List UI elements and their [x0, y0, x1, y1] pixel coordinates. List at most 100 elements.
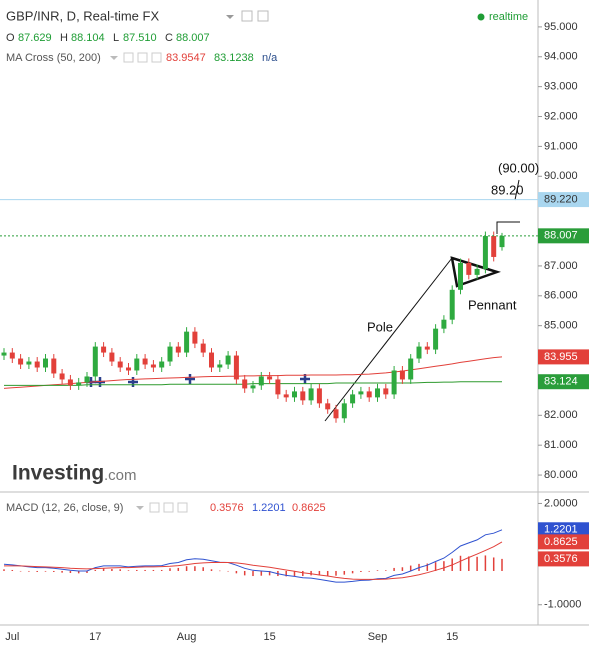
dropdown-icon[interactable]: [110, 56, 118, 60]
candle-body: [67, 379, 73, 386]
histogram-bar: [144, 569, 146, 571]
settings-icon[interactable]: [241, 10, 253, 22]
candle-body: [258, 376, 264, 386]
candle-body: [341, 403, 347, 419]
histogram-bar: [252, 570, 254, 577]
price-label-box: [538, 534, 589, 550]
macd-title: MACD (12, 26, close, 9): [6, 502, 123, 514]
histogram-bar: [102, 568, 105, 571]
price-label: 89.220: [544, 193, 578, 205]
candle-body: [59, 373, 65, 380]
histogram-bar: [409, 565, 412, 571]
target-label: (90.00): [498, 160, 539, 175]
candle-body: [142, 358, 148, 365]
candle-body: [449, 289, 455, 320]
y-tick-label: 86.000: [544, 290, 578, 302]
x-tick-label: Aug: [177, 631, 197, 643]
price-label-box: [538, 228, 589, 244]
y-tick-label: 82.000: [544, 409, 578, 421]
histogram-bar: [169, 568, 171, 571]
dropdown-icon[interactable]: [226, 15, 234, 19]
pole-label: Pole: [367, 319, 393, 334]
close-icon[interactable]: [151, 52, 162, 63]
candle-body: [117, 361, 123, 368]
indicator-title: MA Cross (50, 200): [6, 52, 101, 64]
candle-body: [399, 370, 405, 380]
ohlc-label: L: [113, 32, 119, 44]
histogram-bar: [351, 570, 354, 574]
candle-body: [192, 331, 198, 344]
candle-body: [383, 388, 389, 395]
x-tick-label: 15: [446, 631, 458, 643]
histogram-bar: [61, 570, 63, 573]
histogram-bar: [268, 570, 271, 576]
histogram-bar: [119, 569, 121, 571]
y-tick-label: 80.000: [544, 469, 578, 481]
indicator-value: n/a: [262, 52, 278, 64]
histogram-bar: [426, 563, 429, 571]
candle-body: [375, 388, 380, 398]
indicator-value: 83.9547: [166, 52, 206, 64]
price-label: 83.124: [544, 376, 578, 388]
candle-body: [333, 409, 339, 419]
candle-body: [34, 361, 40, 368]
candle-body: [109, 352, 115, 362]
candle-body: [167, 346, 173, 362]
logo-suffix: .com: [104, 467, 137, 484]
price-label: 1.2201: [544, 524, 578, 536]
pennant-label: Pennant: [468, 297, 517, 312]
macd-legend-value: 0.8625: [292, 502, 326, 514]
price-label-box: [538, 374, 589, 390]
histogram-bar: [36, 570, 38, 572]
histogram-bar: [111, 568, 113, 571]
candle-body: [51, 358, 57, 374]
histogram-bar: [492, 557, 495, 571]
histogram-bar: [219, 570, 221, 572]
histogram-bar: [136, 569, 138, 571]
visibility-icon[interactable]: [123, 52, 134, 63]
candle-body: [9, 352, 15, 359]
candle-body: [175, 346, 181, 353]
close-icon[interactable]: [257, 10, 269, 22]
y-tick-label: 90.000: [544, 170, 578, 182]
histogram-bar: [210, 569, 213, 571]
settings-icon[interactable]: [137, 52, 148, 63]
histogram-bar: [501, 558, 503, 571]
candle-body: [26, 361, 32, 365]
ohlc-value: 87.629: [18, 32, 52, 44]
dropdown-icon[interactable]: [136, 506, 144, 510]
histogram-bar: [484, 555, 487, 571]
status-dot: [477, 13, 485, 21]
candle-body: [366, 391, 372, 398]
candle-body: [209, 352, 214, 368]
histogram-bar: [185, 566, 188, 571]
price-label: 83.955: [544, 351, 578, 363]
target-pointer: [514, 179, 520, 201]
x-tick-label: 15: [263, 631, 275, 643]
candle-body: [76, 382, 82, 386]
close-icon[interactable]: [177, 502, 188, 513]
y-tick-label: 94.000: [544, 51, 578, 63]
histogram-bar: [94, 569, 97, 571]
histogram-bar: [53, 570, 55, 572]
histogram-bar: [86, 570, 88, 573]
level-label: 89.20: [491, 182, 524, 197]
price-label: 0.8625: [544, 536, 578, 548]
symbol-title: GBP/INR, D, Real-time FX: [6, 8, 159, 23]
histogram-bar: [243, 570, 246, 576]
candle-body: [217, 364, 223, 368]
indicator-line: [4, 541, 503, 580]
histogram-bar: [376, 570, 379, 571]
x-tick-label: 17: [89, 631, 101, 643]
x-tick-label: Jul: [5, 631, 19, 643]
histogram-bar: [177, 567, 180, 571]
candle-body: [283, 394, 289, 398]
candle-body: [358, 391, 364, 395]
settings-icon[interactable]: [163, 502, 174, 513]
histogram-bar: [368, 570, 370, 572]
price-label-box: [538, 551, 589, 567]
histogram-bar: [11, 569, 14, 571]
x-tick-label: Sep: [368, 631, 388, 643]
visibility-icon[interactable]: [149, 502, 160, 513]
candle-body: [18, 358, 24, 365]
